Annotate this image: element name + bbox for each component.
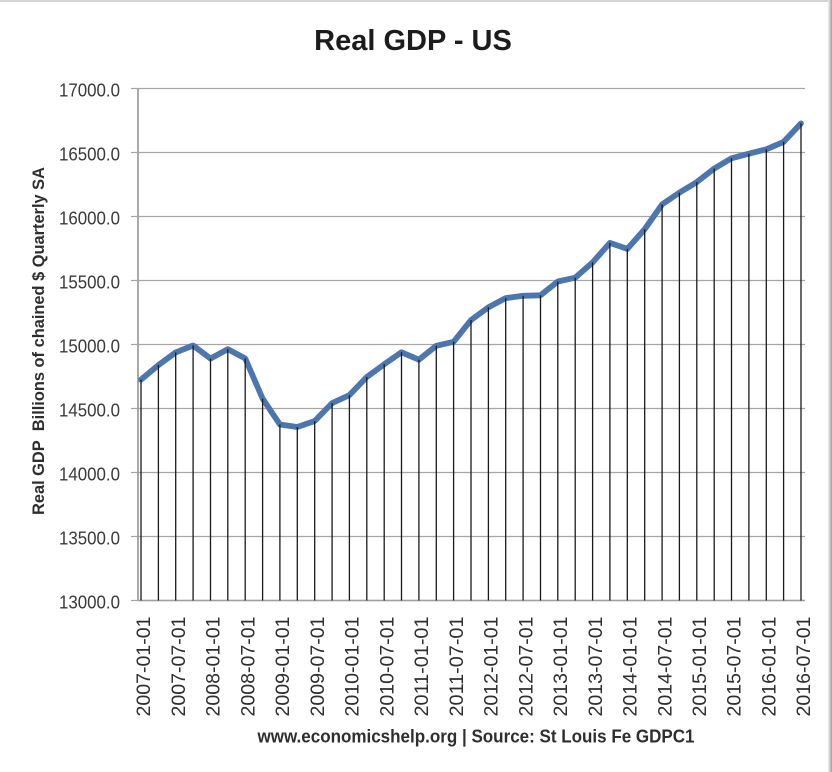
svg-text:13000.0: 13000.0	[59, 593, 120, 613]
svg-text:17000.0: 17000.0	[59, 81, 120, 101]
svg-text:2011-01-01: 2011-01-01	[412, 617, 433, 717]
svg-text:2013-07-01: 2013-07-01	[586, 617, 607, 717]
svg-text:www.economicshelp.org | Source: www.economicshelp.org | Source: St Louis…	[257, 726, 695, 747]
svg-text:2016-07-01: 2016-07-01	[794, 617, 815, 717]
svg-text:13500.0: 13500.0	[59, 529, 120, 549]
svg-text:Real GDP - US: Real GDP - US	[314, 25, 512, 57]
svg-text:2008-07-01: 2008-07-01	[238, 617, 259, 717]
svg-text:16000.0: 16000.0	[59, 209, 120, 229]
svg-text:2016-01-01: 2016-01-01	[760, 617, 781, 717]
svg-text:14000.0: 14000.0	[59, 465, 120, 485]
svg-text:16500.0: 16500.0	[59, 145, 120, 165]
svg-text:2014-07-01: 2014-07-01	[655, 617, 676, 717]
svg-text:Real GDP Billions of chained: Real GDP Billions of chained $ Quarterly…	[30, 167, 48, 515]
svg-text:2014-01-01: 2014-01-01	[621, 617, 642, 717]
svg-text:2015-07-01: 2015-07-01	[725, 617, 746, 717]
svg-text:2008-01-01: 2008-01-01	[204, 617, 225, 717]
svg-text:2007-07-01: 2007-07-01	[169, 617, 190, 717]
svg-text:14500.0: 14500.0	[59, 401, 120, 421]
svg-text:15000.0: 15000.0	[59, 337, 120, 357]
svg-text:2012-01-01: 2012-01-01	[482, 617, 503, 717]
svg-text:2015-01-01: 2015-01-01	[690, 617, 711, 717]
svg-text:15500.0: 15500.0	[59, 273, 120, 293]
svg-text:2007-01-01: 2007-01-01	[134, 617, 155, 717]
svg-text:2013-01-01: 2013-01-01	[551, 617, 572, 717]
svg-text:2010-01-01: 2010-01-01	[343, 617, 364, 717]
svg-text:2009-07-01: 2009-07-01	[308, 617, 329, 717]
svg-text:2010-07-01: 2010-07-01	[377, 617, 398, 717]
svg-text:2009-01-01: 2009-01-01	[273, 617, 294, 717]
svg-text:2012-07-01: 2012-07-01	[516, 617, 537, 717]
svg-text:2011-07-01: 2011-07-01	[447, 617, 468, 717]
